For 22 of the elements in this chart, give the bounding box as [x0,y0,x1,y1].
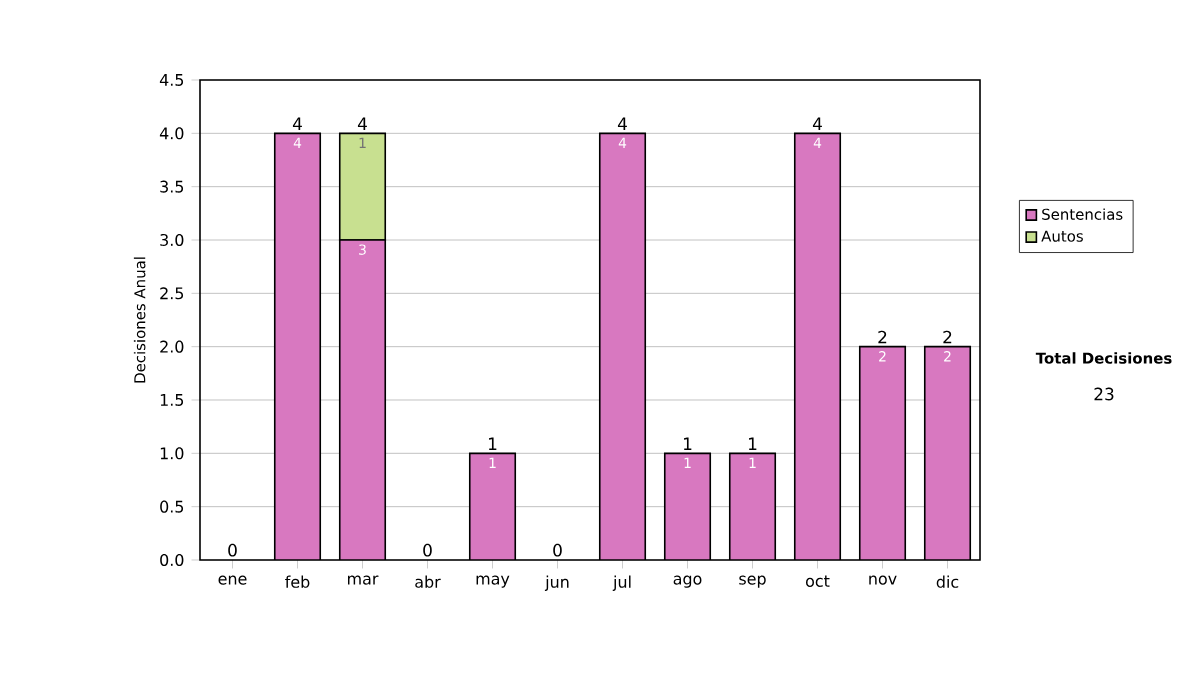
bar [338,239,387,560]
bar [468,452,517,560]
total-label: 4 [617,117,627,130]
total-label: 2 [878,330,887,344]
total-label: 0 [553,543,562,557]
total-label: 1 [488,437,497,450]
bar [273,132,322,560]
bar [923,345,972,560]
bar [858,345,907,560]
text: 23 [1094,387,1114,401]
bar [663,452,712,560]
total-label: 2 [943,330,952,344]
total-label: 1 [748,437,757,450]
total-label: 4 [357,117,367,130]
bar [793,132,842,560]
total-label: 1 [683,437,692,450]
total-label: 4 [812,117,822,130]
bar [598,132,647,560]
total-label: 0 [228,543,237,557]
total-label: 4 [292,117,302,130]
total-label: 0 [423,543,432,557]
bar [728,452,777,560]
